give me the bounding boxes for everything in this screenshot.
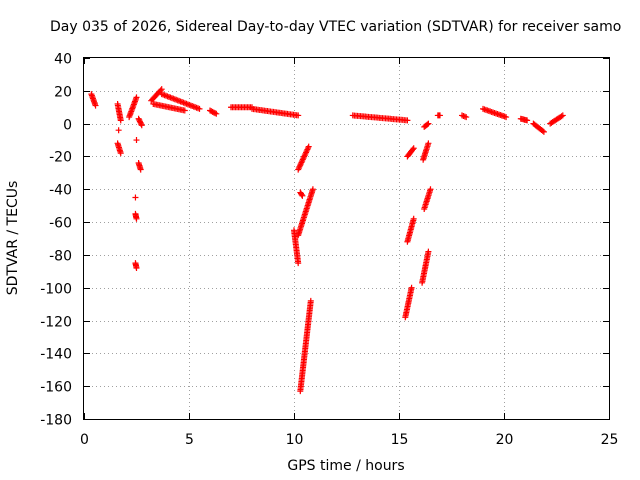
data-point: [136, 118, 143, 125]
y-tick-label: -40: [49, 183, 72, 199]
data-point: [559, 112, 566, 119]
y-tick-label: 40: [54, 52, 72, 68]
data-point: [408, 284, 415, 291]
data-point: [181, 107, 188, 114]
data-point: [425, 248, 432, 255]
data-point: [115, 127, 122, 134]
data-point: [213, 110, 220, 117]
y-tick-label: -60: [49, 216, 72, 232]
data-point: [196, 105, 203, 112]
data-point: [117, 150, 124, 157]
data-point: [427, 186, 434, 193]
y-tick-label: -140: [40, 347, 72, 363]
data-point: [524, 117, 531, 124]
data-point: [307, 297, 314, 304]
data-point: [410, 215, 417, 222]
data-point: [133, 94, 140, 101]
y-tick-label: 20: [54, 85, 72, 101]
data-point: [309, 186, 316, 193]
y-tick-label: 0: [63, 118, 72, 134]
x-tick-label: 20: [496, 432, 514, 448]
data-point: [212, 110, 219, 117]
data-point: [138, 122, 145, 129]
data-point: [136, 117, 143, 124]
chart-title: Day 035 of 2026, Sidereal Day-to-day VTE…: [50, 19, 621, 35]
y-tick-label: -20: [49, 150, 72, 166]
y-tick-label: -120: [40, 315, 72, 331]
data-point: [137, 166, 144, 173]
data-point: [133, 215, 140, 222]
data-point: [133, 265, 140, 272]
data-point: [137, 119, 144, 126]
y-tick-label: -100: [40, 282, 72, 298]
data-point: [295, 260, 302, 267]
data-point: [409, 146, 416, 153]
plot-frame: [83, 57, 610, 420]
x-tick-label: 0: [80, 432, 89, 448]
x-axis-title: GPS time / hours: [287, 458, 404, 474]
x-tick-label: 25: [601, 432, 619, 448]
data-point: [298, 191, 305, 198]
data-point: [404, 117, 411, 124]
data-point: [92, 102, 99, 109]
data-points: [88, 86, 566, 395]
data-point: [539, 127, 546, 134]
data-point: [436, 112, 443, 119]
y-axis-title: SDTVAR / TECUs: [5, 181, 21, 296]
data-point: [463, 114, 470, 121]
data-point: [540, 128, 547, 135]
data-point: [138, 120, 145, 127]
y-tick-label: -180: [40, 413, 72, 429]
data-point: [133, 137, 140, 144]
data-point: [425, 140, 432, 147]
data-point: [425, 120, 432, 127]
data-point: [424, 121, 431, 128]
data-point: [132, 194, 139, 201]
data-point: [305, 143, 312, 150]
data-point: [117, 117, 124, 124]
x-tick-label: 10: [286, 432, 304, 448]
data-point: [558, 113, 565, 120]
data-point: [410, 145, 417, 152]
axes: -180 -160 -140 -120 -100 -80 -60 -40 -20 0 20 40 0 5 1…: [40, 52, 618, 449]
data-point: [135, 115, 142, 122]
data-point: [295, 112, 302, 119]
data-point: [503, 114, 510, 121]
data-point: [157, 87, 164, 94]
gridlines: [84, 58, 609, 419]
data-point: [299, 192, 306, 199]
y-tick-label: -80: [49, 249, 72, 265]
x-tick-label: 5: [185, 432, 194, 448]
y-tick-label: -160: [40, 380, 72, 396]
x-tick-label: 15: [391, 432, 409, 448]
